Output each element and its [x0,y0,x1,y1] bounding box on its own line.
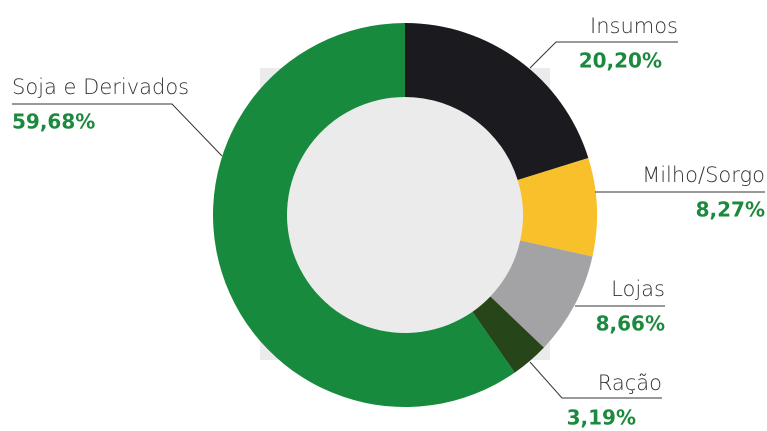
slice-label: Ração [598,371,662,395]
value-label: 3,19% [567,406,636,430]
slice-label: Insumos [590,14,678,38]
leader-line [12,103,223,157]
value-label: 59,68% [12,110,95,134]
slice-label: Milho/Sorgo [642,163,765,187]
donut-slice [405,23,589,180]
donut-slice [490,240,593,348]
slice-label: Lojas [611,277,665,301]
donut-slice [517,157,598,257]
value-label: 20,20% [579,49,662,73]
leader-line [529,361,662,399]
donut-slice [213,23,515,407]
slice-label: Soja e Derivados [12,75,189,99]
value-label: 8,27% [696,198,765,222]
value-label: 8,66% [596,312,665,336]
donut-slice [472,296,544,373]
leader-line [529,41,678,69]
